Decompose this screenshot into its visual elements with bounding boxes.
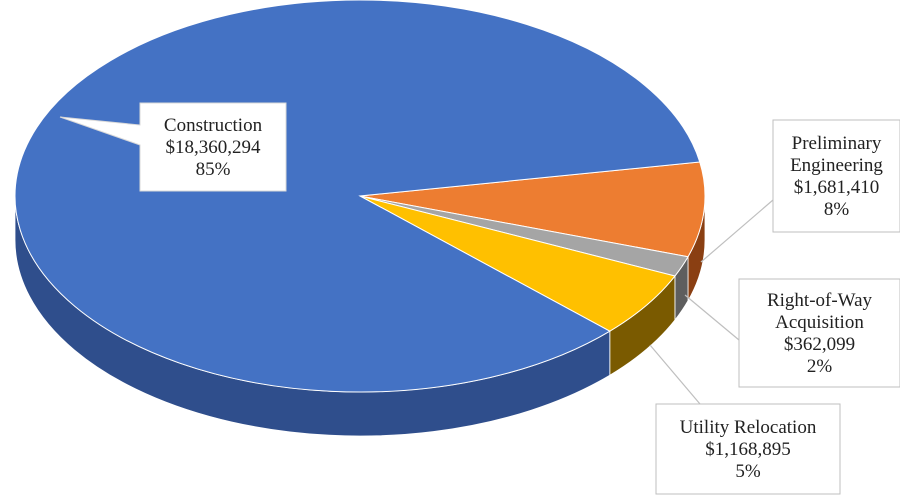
label-box [738,278,900,388]
category-label: Engineering [790,155,883,176]
percent-label: 85% [196,159,231,180]
category-label: Preliminary [792,133,882,154]
value-label: $1,681,410 [794,177,880,198]
percent-label: 8% [824,199,850,220]
category-label: Construction [164,115,263,136]
value-label: $18,360,294 [166,137,262,158]
category-label: Right-of-Way [767,290,873,311]
category-label: Utility Relocation [680,417,817,438]
value-label: $1,168,895 [705,439,791,460]
percent-label: 2% [807,356,833,377]
percent-label: 5% [735,461,761,482]
label-box [772,119,900,233]
value-label: $362,099 [784,334,855,355]
leader-line [684,294,740,341]
pie-tops [14,0,706,393]
leader-line [700,199,774,263]
label-box [59,102,287,192]
slice-construction [14,0,701,393]
slice-preliminary-engineering [359,161,706,258]
label-box [655,403,841,495]
category-label: Acquisition [775,312,864,333]
leader-line [649,344,701,405]
